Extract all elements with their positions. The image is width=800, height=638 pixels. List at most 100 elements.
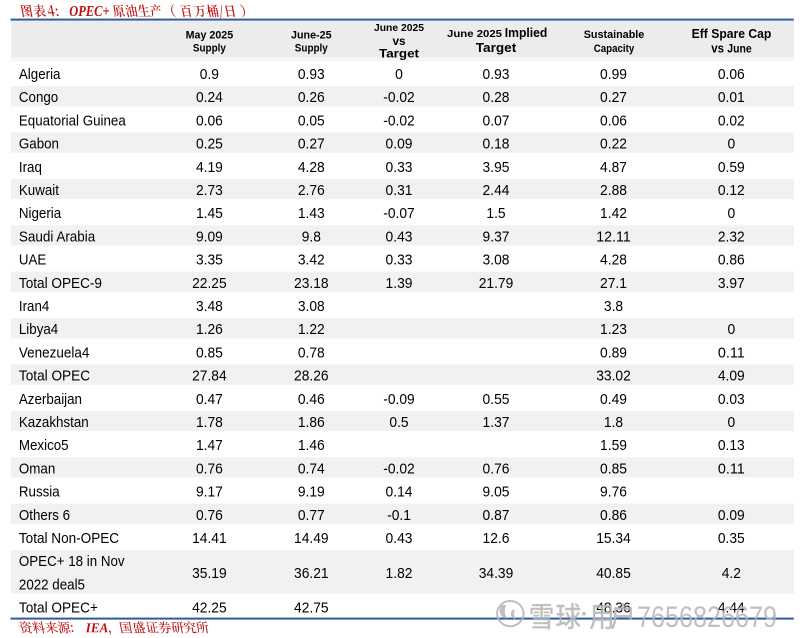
svg-text:0.77: 0.77	[298, 507, 325, 524]
svg-text:7656826679: 7656826679	[637, 601, 777, 634]
svg-text:1.43: 1.43	[298, 205, 325, 222]
svg-text:1.78: 1.78	[196, 414, 223, 431]
svg-text:0.33: 0.33	[386, 252, 413, 269]
svg-text:Saudi Arabia: Saudi Arabia	[19, 228, 96, 245]
svg-text:-0.02: -0.02	[383, 89, 415, 106]
svg-text:Congo: Congo	[19, 89, 58, 106]
svg-text:Others 6: Others 6	[19, 507, 70, 524]
svg-text:0.76: 0.76	[196, 507, 223, 524]
svg-text:0.18: 0.18	[483, 136, 510, 153]
svg-text:Sustainable: Sustainable	[584, 29, 645, 41]
svg-text:0.35: 0.35	[718, 530, 745, 547]
svg-text:9.37: 9.37	[483, 228, 510, 245]
svg-text:Kuwait: Kuwait	[19, 182, 60, 199]
svg-text:1.37: 1.37	[483, 414, 510, 431]
svg-text:4.28: 4.28	[600, 252, 627, 269]
svg-text:0.01: 0.01	[718, 89, 745, 106]
svg-text:3.8: 3.8	[604, 298, 623, 315]
svg-text:0.07: 0.07	[483, 112, 510, 129]
svg-text:Target: Target	[379, 46, 419, 60]
svg-text:0.74: 0.74	[298, 460, 325, 477]
svg-text:14.49: 14.49	[294, 530, 329, 547]
svg-text:0.25: 0.25	[196, 136, 223, 153]
svg-text:2.88: 2.88	[600, 182, 627, 199]
svg-text:0.49: 0.49	[600, 391, 627, 408]
svg-text:3.08: 3.08	[483, 252, 510, 269]
svg-text:4.2: 4.2	[722, 565, 741, 582]
svg-text:0.28: 0.28	[483, 89, 510, 106]
svg-text:0.78: 0.78	[298, 344, 325, 361]
svg-text:3.48: 3.48	[196, 298, 223, 315]
svg-text:4.87: 4.87	[600, 159, 627, 176]
svg-text:Total OPEC: Total OPEC	[19, 368, 90, 385]
svg-text:0.13: 0.13	[718, 437, 745, 454]
svg-text:0.85: 0.85	[600, 460, 627, 477]
svg-text:27.1: 27.1	[600, 275, 627, 292]
svg-text:1.5: 1.5	[486, 205, 505, 222]
svg-text:0.12: 0.12	[718, 182, 745, 199]
svg-text:Equatorial Guinea: Equatorial Guinea	[19, 112, 126, 129]
svg-text:0.27: 0.27	[600, 89, 627, 106]
svg-text:0.09: 0.09	[718, 507, 745, 524]
svg-text:36.21: 36.21	[294, 565, 329, 582]
svg-text:Supply: Supply	[295, 42, 329, 54]
svg-text:Target: Target	[476, 41, 517, 55]
svg-text:0: 0	[727, 205, 735, 222]
svg-text:Eff Spare Cap: Eff Spare Cap	[692, 26, 772, 41]
svg-text:1.23: 1.23	[600, 321, 627, 338]
svg-text:Libya4: Libya4	[19, 321, 58, 338]
svg-text:0.06: 0.06	[196, 112, 223, 129]
svg-text:0.27: 0.27	[298, 136, 325, 153]
svg-text:0.11: 0.11	[718, 460, 745, 477]
svg-text:-0.07: -0.07	[383, 205, 415, 222]
svg-text:4.19: 4.19	[196, 159, 223, 176]
svg-text:0.03: 0.03	[718, 391, 745, 408]
svg-text:3.08: 3.08	[298, 298, 325, 315]
svg-text:3.42: 3.42	[298, 252, 325, 269]
svg-text:0.22: 0.22	[600, 136, 627, 153]
svg-text:33.02: 33.02	[596, 368, 631, 385]
svg-text:1.39: 1.39	[386, 275, 413, 292]
svg-text:14.41: 14.41	[192, 530, 227, 547]
svg-text:3.97: 3.97	[718, 275, 745, 292]
svg-text:Implied: Implied	[505, 26, 548, 40]
svg-text:Mexico5: Mexico5	[19, 437, 69, 454]
svg-text:-0.02: -0.02	[383, 460, 415, 477]
svg-text:0: 0	[395, 66, 403, 83]
svg-text:Supply: Supply	[193, 42, 227, 54]
svg-text:0.31: 0.31	[386, 182, 413, 199]
svg-text:2.32: 2.32	[718, 228, 745, 245]
svg-text:1.46: 1.46	[298, 437, 325, 454]
svg-text:1.47: 1.47	[196, 437, 223, 454]
svg-text:OPEC+ 18 in Nov: OPEC+ 18 in Nov	[19, 553, 125, 570]
svg-text:June 2025: June 2025	[374, 23, 424, 34]
svg-text:Total Non-OPEC: Total Non-OPEC	[19, 530, 119, 547]
svg-text:0.85: 0.85	[196, 344, 223, 361]
svg-text:1.42: 1.42	[600, 205, 627, 222]
svg-text:0: 0	[727, 136, 735, 153]
svg-text:40.85: 40.85	[596, 565, 631, 582]
svg-text:9.05: 9.05	[483, 484, 510, 501]
svg-text:35.19: 35.19	[192, 565, 227, 582]
svg-text:22.25: 22.25	[192, 275, 227, 292]
svg-text:0.47: 0.47	[196, 391, 223, 408]
svg-text:4.44: 4.44	[718, 600, 745, 617]
svg-text:0.76: 0.76	[196, 460, 223, 477]
svg-text:4.28: 4.28	[298, 159, 325, 176]
svg-text:0: 0	[727, 414, 735, 431]
svg-text:27.84: 27.84	[192, 368, 227, 385]
svg-text:0.02: 0.02	[718, 112, 745, 129]
svg-text:Russia: Russia	[19, 484, 60, 501]
svg-text:Total OPEC-9: Total OPEC-9	[19, 275, 102, 292]
svg-text:12.6: 12.6	[483, 530, 510, 547]
svg-text:Venezuela4: Venezuela4	[19, 344, 90, 361]
svg-text:15.34: 15.34	[596, 530, 631, 547]
svg-text:Oman: Oman	[19, 460, 55, 477]
svg-text:0: 0	[727, 321, 735, 338]
svg-text:34.39: 34.39	[479, 565, 514, 582]
svg-text:Total OPEC+: Total OPEC+	[19, 600, 98, 617]
svg-text:9.19: 9.19	[298, 484, 325, 501]
svg-text:2022 deal5: 2022 deal5	[19, 576, 85, 593]
svg-text:0.09: 0.09	[386, 136, 413, 153]
svg-text:2.44: 2.44	[483, 182, 510, 199]
